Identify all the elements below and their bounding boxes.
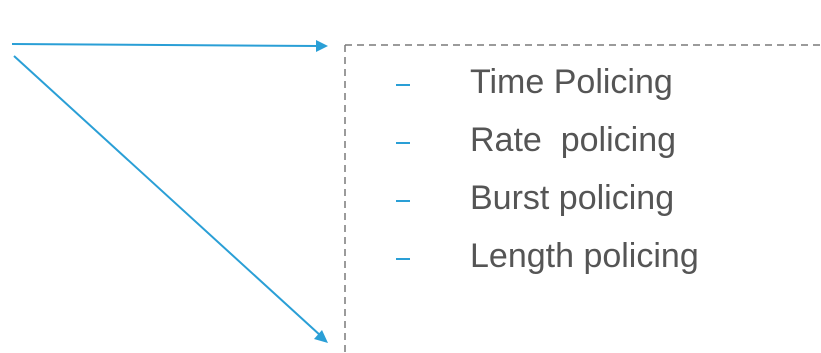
list-item-label: Length policing <box>470 237 699 275</box>
list-item-burst-policing: Burst policing <box>370 169 699 227</box>
diagonal-arrow-head <box>314 330 328 343</box>
list-item-rate-policing: Rate policing <box>370 111 699 169</box>
diagonal-arrow-line <box>13 55 322 337</box>
horizontal-arrow-head <box>316 40 328 52</box>
list-item-label: Rate policing <box>470 121 677 159</box>
list-item-label: Burst policing <box>470 179 675 217</box>
dash-icon <box>396 142 410 144</box>
dash-icon <box>396 200 410 202</box>
list-item-label: Time Policing <box>470 63 673 101</box>
dashed-box <box>344 44 821 353</box>
horizontal-arrow-line <box>11 43 319 47</box>
dash-icon <box>396 258 410 260</box>
arrows <box>11 40 328 343</box>
policing-list: Time Policing Rate policing Burst polici… <box>370 53 699 285</box>
list-item-time-policing: Time Policing <box>370 53 699 111</box>
list-item-length-policing: Length policing <box>370 227 699 285</box>
dash-icon <box>396 84 410 86</box>
